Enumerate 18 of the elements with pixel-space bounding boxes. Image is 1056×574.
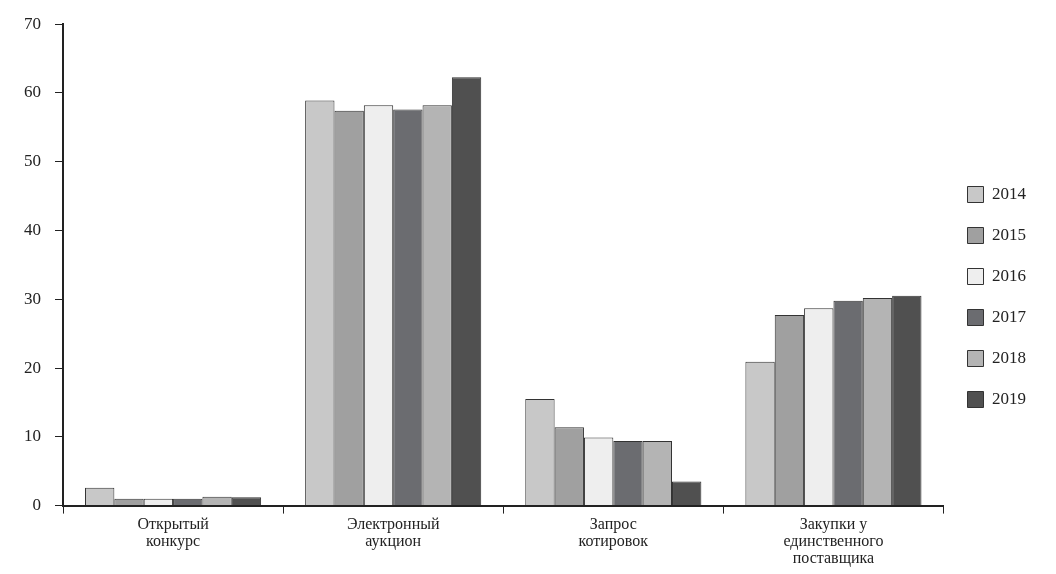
- x-tick-label: Запрос котировок: [578, 515, 649, 550]
- legend-label: 2016: [992, 265, 1026, 285]
- x-tick-label: Открытый конкурс: [137, 515, 210, 550]
- legend-label: 2019: [992, 388, 1026, 408]
- x-tick-label: Закупки у единственного поставщика: [783, 515, 884, 567]
- y-tick-label: 70: [24, 13, 41, 33]
- y-tick-label: 20: [24, 357, 41, 377]
- legend-label: 2017: [992, 306, 1027, 326]
- x-tick-label: Электронный аукцион: [346, 515, 440, 550]
- y-tick-label: 40: [24, 219, 41, 239]
- legend-label: 2018: [992, 347, 1026, 367]
- y-tick-label: 10: [24, 426, 41, 446]
- legend-label: 2014: [992, 183, 1027, 203]
- y-tick-label: 60: [24, 82, 41, 102]
- y-tick-label: 0: [32, 495, 41, 515]
- y-tick-label: 50: [24, 151, 41, 171]
- legend-label: 2015: [992, 224, 1026, 244]
- y-tick-label: 30: [24, 288, 41, 308]
